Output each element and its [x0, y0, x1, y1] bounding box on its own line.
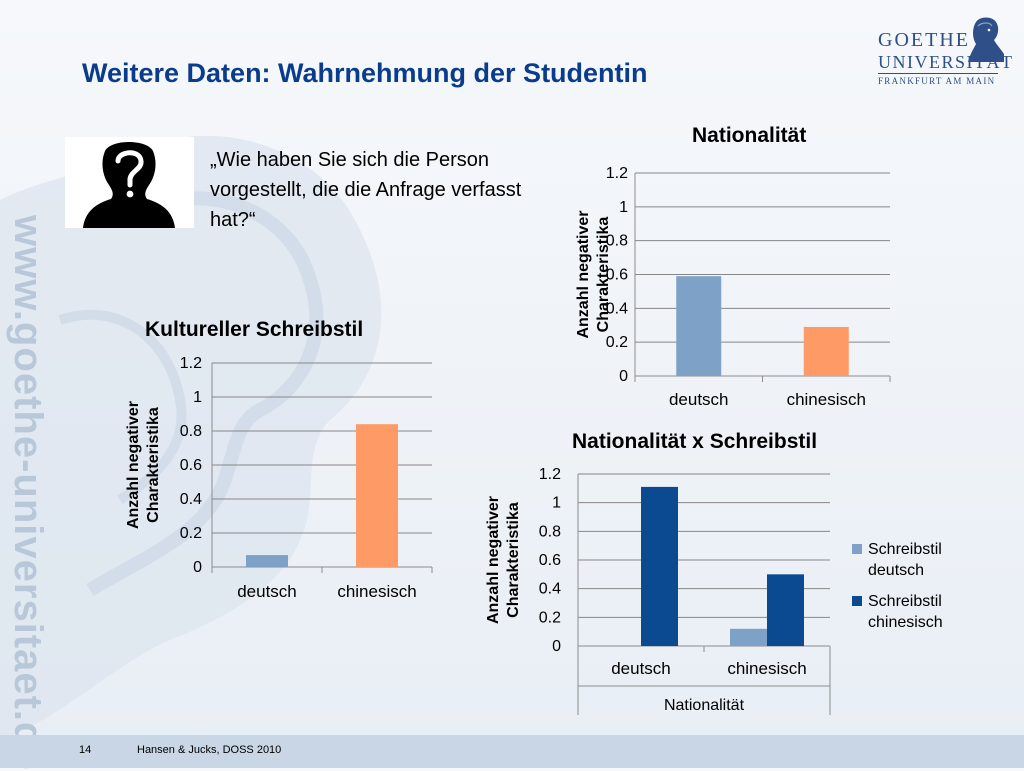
category-label: deutsch [237, 582, 297, 601]
y-tick-label: 1.2 [539, 466, 561, 483]
y-tick-label: 0.4 [539, 581, 561, 598]
chart-kultureller-schreibstil: 0 0.2 0.4 0.6 0.8 1 1.2 Anzahl negativer Charakt… [125, 355, 433, 601]
side-website-url: www.goethe-universitaet.de [6, 215, 50, 771]
y-tick-label: 0.2 [606, 334, 628, 351]
y-tick-label: 0.4 [606, 300, 628, 317]
legend-label: deutsch [868, 562, 924, 579]
y-tick-label: 0 [552, 638, 561, 655]
logo-line-universitaet: UNIVERSITÄT [878, 52, 1014, 72]
chart-nationalitaet-x-schreibstil: 0 0.2 0.4 0.6 0.8 1 1.2 Anzahl negativer Charakt… [485, 466, 943, 715]
footer-citation: Hansen & Jucks, DOSS 2010 [137, 744, 282, 756]
anonymous-person-question-mark-icon [65, 137, 194, 228]
chart-kultureller-schreibstil-title: Kultureller Schreibstil [145, 318, 364, 341]
logo-divider [878, 73, 998, 74]
logo-line-frankfurt: FRANKFURT AM MAIN [878, 76, 996, 86]
y-tick-label: 0.2 [539, 609, 561, 626]
legend-swatch [852, 544, 862, 554]
bar [676, 276, 722, 376]
slide-title: Weitere Daten: Wahrnehmung der Studentin [82, 58, 648, 88]
y-tick-label: 0.6 [606, 267, 628, 284]
chart-nationalitaet-title: Nationalität [692, 124, 807, 147]
y-axis-title: Anzahl negativer Charakteristika [125, 401, 162, 529]
x-axis-title: Nationalität [664, 697, 745, 714]
logo-line-goethe: GOETHE [878, 29, 970, 51]
bar [730, 628, 767, 646]
y-axis-title-line: Charakteristika [505, 502, 522, 618]
y-tick-label: 0.8 [606, 233, 628, 250]
chart-nationalitaet-x-schreibstil-title: Nationalität x Schreibstil [572, 430, 818, 453]
bar [246, 555, 288, 567]
y-tick-label: 1 [193, 389, 202, 406]
y-axis-title-line: Anzahl negativer [485, 496, 502, 624]
university-logo: GOETHE UNIVERSITÄT FRANKFURT AM MAIN [862, 14, 1012, 94]
slide-footer: 14 Hansen & Jucks, DOSS 2010 [0, 735, 1024, 768]
y-tick-label: 1 [552, 495, 561, 512]
y-tick-label: 0.6 [180, 457, 202, 474]
category-label: chinesisch [787, 390, 866, 409]
y-tick-label: 1 [619, 199, 628, 216]
bar [803, 326, 849, 376]
legend-swatch [852, 596, 862, 606]
y-tick-label: 0 [193, 559, 202, 576]
chart-nationalitaet: 0 0.2 0.4 0.6 0.8 1 1.2 Anzahl negativer Charakt… [575, 165, 891, 409]
bar [641, 486, 678, 646]
y-axis-title-line: Anzahl negativer [575, 210, 592, 338]
y-tick-label: 0.8 [539, 523, 561, 540]
y-axis-title-line: Charakteristika [145, 407, 162, 523]
legend-label: Schreibstil [868, 593, 942, 610]
y-tick-label: 0.2 [180, 525, 202, 542]
legend-label: Schreibstil [868, 541, 942, 558]
bar [356, 424, 398, 567]
y-tick-label: 0.8 [180, 423, 202, 440]
y-axis-title-line: Anzahl negativer [125, 401, 142, 529]
y-axis-title-line: Charakteristika [595, 217, 612, 333]
survey-question-quote: „Wie haben Sie sich die Person vorgestel… [210, 149, 522, 231]
category-label: chinesisch [337, 582, 416, 601]
legend-label: chinesisch [868, 614, 943, 631]
y-tick-label: 1.2 [180, 355, 202, 372]
category-label: chinesisch [727, 659, 806, 678]
bar [767, 574, 804, 646]
y-tick-label: 1.2 [606, 165, 628, 182]
goethe-portrait-logo-icon [968, 17, 1004, 62]
category-label: deutsch [611, 659, 671, 678]
y-axis-title: Anzahl negativer Charakteristika [485, 496, 522, 624]
y-axis-title: Anzahl negativer Charakteristika [575, 210, 612, 338]
category-label: deutsch [669, 390, 729, 409]
page-number: 14 [79, 744, 92, 756]
y-tick-label: 0 [619, 368, 628, 385]
y-tick-label: 0.4 [180, 491, 202, 508]
y-tick-label: 0.6 [539, 552, 561, 569]
